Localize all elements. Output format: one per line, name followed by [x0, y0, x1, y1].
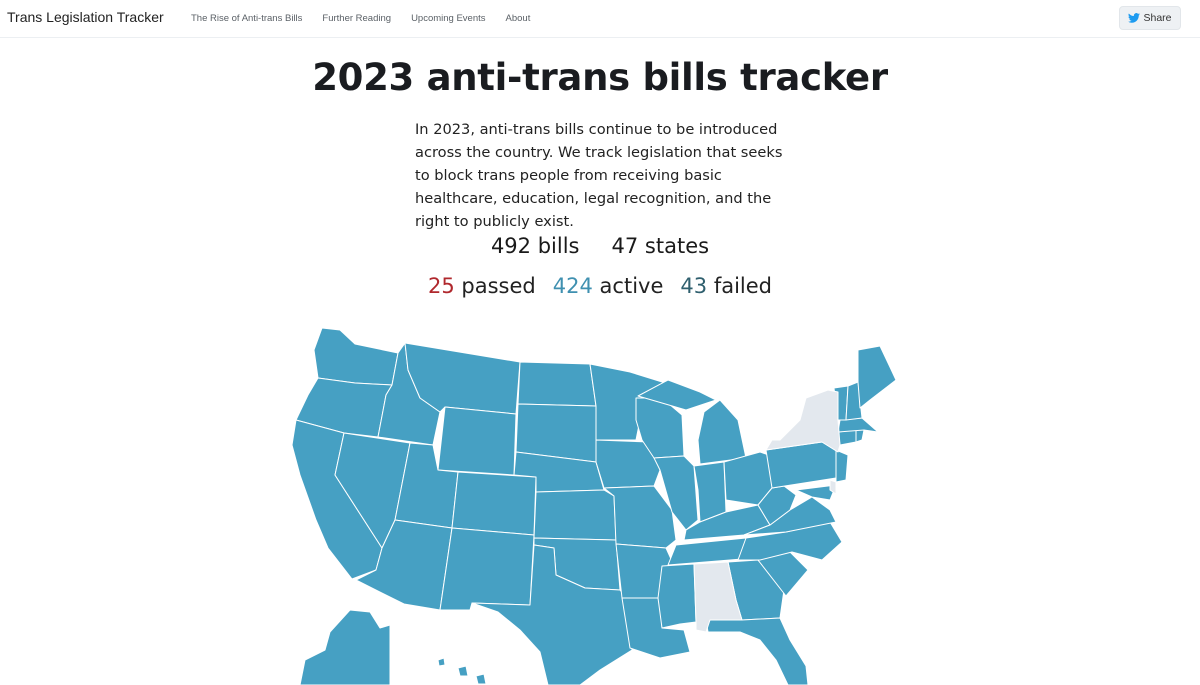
passed-stat[interactable]: 25 passed	[428, 274, 536, 298]
share-label: Share	[1143, 12, 1172, 24]
failed-count: 43	[680, 274, 708, 298]
state-new-jersey[interactable]	[835, 449, 849, 483]
page-title: 2023 anti-trans bills tracker	[312, 56, 888, 99]
navbar: Trans Legislation Tracker The Rise of An…	[0, 0, 1200, 38]
failed-stat[interactable]: 43 failed	[680, 274, 772, 298]
state-maine[interactable]	[857, 345, 897, 409]
state-texas[interactable]	[471, 544, 633, 685]
twitter-bird-icon	[1128, 13, 1141, 23]
states-total: 47 states	[612, 234, 710, 258]
active-label: active	[599, 274, 664, 298]
state-new-york[interactable]	[765, 389, 841, 453]
states-count: 47	[611, 234, 639, 258]
bills-total: 492 bills	[491, 234, 580, 258]
state-colorado[interactable]	[451, 471, 537, 536]
bills-count: 492	[490, 234, 532, 258]
state-florida[interactable]	[705, 617, 809, 685]
state-indiana[interactable]	[693, 461, 727, 523]
us-states-map[interactable]	[280, 318, 920, 685]
state-alaska[interactable]	[299, 609, 391, 685]
totals-summary: 492 bills 47 states	[0, 234, 1200, 258]
state-michigan[interactable]	[697, 399, 747, 465]
state-rhode-island[interactable]	[855, 429, 865, 443]
state-kansas[interactable]	[533, 489, 617, 541]
failed-label: failed	[713, 274, 772, 298]
state-hawaii-3[interactable]	[475, 673, 487, 685]
bills-label: bills	[537, 234, 580, 258]
status-summary: 25 passed 424 active 43 failed	[0, 274, 1200, 298]
active-stat[interactable]: 424 active	[553, 274, 664, 298]
state-illinois[interactable]	[653, 455, 699, 531]
state-hawaii-2[interactable]	[457, 665, 469, 677]
nav-link-further-reading[interactable]: Further Reading	[322, 13, 392, 24]
state-new-mexico[interactable]	[439, 527, 535, 611]
state-washington[interactable]	[313, 327, 399, 386]
passed-count: 25	[428, 274, 455, 298]
nav-link-rise-of-anti-trans-bills[interactable]: The Rise of Anti-trans Bills	[191, 13, 303, 24]
state-maryland[interactable]	[795, 484, 837, 501]
state-north-dakota[interactable]	[517, 361, 597, 407]
state-michigan-upper[interactable]	[637, 379, 717, 411]
intro-paragraph: In 2023, anti-trans bills continue to be…	[415, 121, 783, 230]
state-new-hampshire[interactable]	[845, 381, 863, 421]
state-mississippi[interactable]	[657, 563, 697, 629]
state-missouri[interactable]	[603, 485, 677, 549]
state-alabama[interactable]	[693, 561, 743, 633]
state-wyoming[interactable]	[437, 406, 517, 476]
nav-link-about[interactable]: About	[505, 13, 531, 24]
state-hawaii[interactable]	[437, 657, 446, 667]
nav-link-upcoming-events[interactable]: Upcoming Events	[411, 13, 486, 24]
nav-links: The Rise of Anti-trans Bills Further Rea…	[181, 13, 540, 24]
share-button[interactable]: Share	[1119, 6, 1181, 30]
states-label: states	[644, 234, 710, 258]
site-brand-link[interactable]: Trans Legislation Tracker	[7, 9, 164, 25]
active-count: 424	[552, 274, 593, 298]
state-delaware[interactable]	[829, 479, 837, 495]
passed-label: passed	[461, 274, 536, 298]
